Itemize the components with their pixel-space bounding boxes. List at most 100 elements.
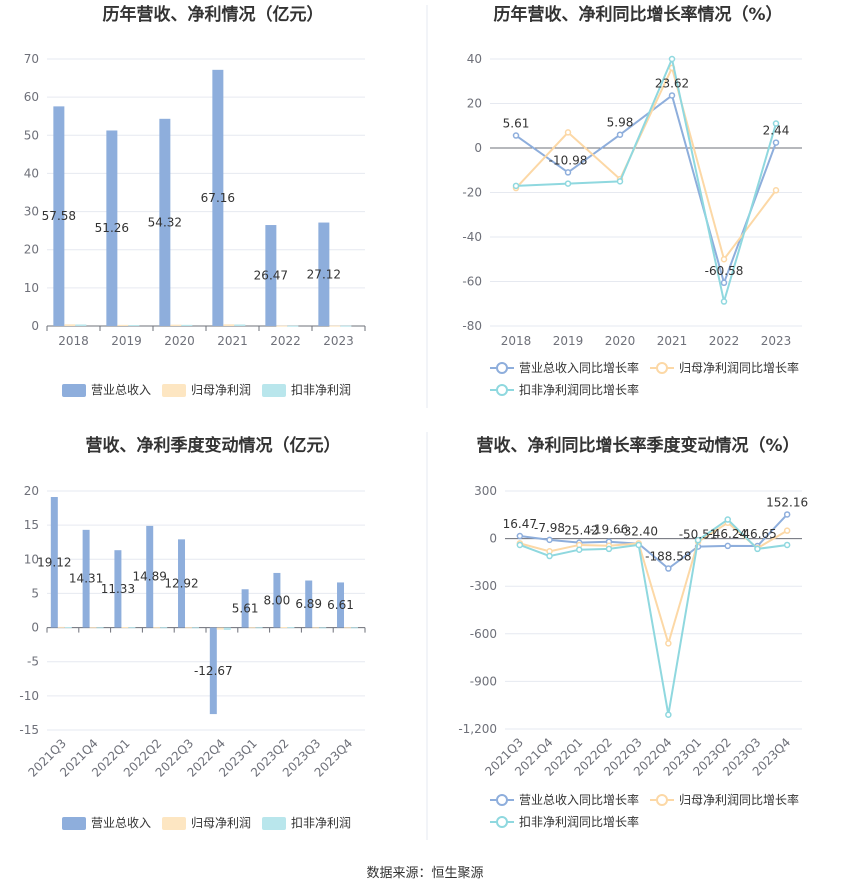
- legend-label: 扣非净利润: [291, 816, 351, 830]
- series-point-1: [724, 542, 731, 550]
- bar-1: [106, 130, 118, 326]
- line-data-label: -50.51: [679, 528, 718, 542]
- y-tick-label: 50: [24, 128, 39, 142]
- legend-swatch-marker: [496, 362, 508, 374]
- x-tick-label: 2018: [58, 334, 89, 348]
- bar-2: [57, 626, 65, 628]
- legend-swatch: [62, 384, 86, 397]
- bar-data-label: 6.61: [327, 598, 354, 612]
- bar-1: [50, 497, 58, 628]
- bar-3: [340, 325, 352, 327]
- chart-panel-2: 历年营收、净利同比增长率情况（%） -80 -60 -40 -20 0 20 40 2018 20…: [462, 4, 802, 397]
- bar-1: [146, 525, 154, 628]
- line-data-label: 23.62: [655, 76, 689, 90]
- bar-3: [287, 627, 295, 629]
- series-point-3: [576, 546, 583, 553]
- series-point-1: [616, 131, 624, 138]
- x-tick-label: 2019: [553, 334, 584, 348]
- line-data-label: 152.16: [766, 495, 808, 509]
- chart-panel-4: 营收、净利同比增长率季度变动情况（%） -1,200 -900 -600 -300 0 30…: [458, 435, 808, 829]
- series-point-1: [665, 565, 672, 572]
- bar-3: [192, 627, 200, 629]
- series-point-1: [720, 279, 728, 287]
- series-point-3: [546, 552, 553, 560]
- line-data-label: 2.44: [763, 124, 790, 138]
- line-data-label: -19.66: [590, 523, 629, 537]
- legend-label: 扣非净利润: [291, 383, 351, 397]
- series-line-1: [519, 513, 788, 570]
- line-data-label: -46.24: [708, 527, 747, 541]
- bar-2: [344, 627, 352, 629]
- line-data-label: -32.40: [619, 525, 658, 539]
- series-point-3: [605, 545, 613, 553]
- series-point-1: [512, 132, 520, 139]
- bar-2: [216, 627, 224, 630]
- legend-swatch: [262, 817, 286, 830]
- y-tick-label: 15: [24, 518, 39, 532]
- bar-2: [312, 627, 320, 629]
- bar-data-label: 57.58: [42, 209, 76, 223]
- bar-data-label: 14.31: [69, 572, 103, 586]
- bar-1: [82, 529, 90, 628]
- chart-panel-1: 历年营收、净利情况（亿元） 0 10 20 30 40 50 60 70 2018 2019 2020…: [24, 4, 366, 397]
- series-point-3: [720, 298, 728, 305]
- series-point-3: [772, 120, 780, 127]
- bar-2: [248, 627, 256, 629]
- legend-label: 扣非净利润同比增长率: [519, 382, 639, 397]
- bar-1: [273, 572, 281, 628]
- legend-label: 扣非净利润同比增长率: [519, 814, 639, 829]
- series-point-3: [724, 516, 731, 523]
- bar-1: [53, 106, 65, 326]
- x-tick-label: 2022: [270, 334, 301, 348]
- bar-3: [351, 627, 359, 629]
- legend-swatch-marker: [496, 816, 508, 828]
- bar-1: [178, 539, 186, 628]
- y-tick-label: 20: [24, 484, 39, 498]
- y-tick-label: 60: [24, 90, 39, 104]
- series-point-1: [516, 532, 524, 540]
- line-data-label: -7.98: [534, 521, 565, 535]
- bar-data-label: 11.33: [101, 582, 135, 596]
- bar-data-label: -12.67: [194, 664, 233, 678]
- bar-data-label: 8.00: [264, 593, 291, 607]
- chart-title: 营收、净利季度变动情况（亿元）: [86, 435, 341, 456]
- legend-label: 归母净利润同比增长率: [679, 792, 799, 807]
- bar-3: [160, 627, 168, 629]
- bar-data-label: 54.32: [148, 215, 182, 229]
- bar-2: [280, 627, 288, 629]
- y-tick-label: 40: [24, 166, 39, 180]
- bar-3: [75, 324, 87, 326]
- line-data-label: -25.42: [560, 524, 599, 538]
- x-tick-label: 2018: [501, 334, 532, 348]
- series-point-3: [635, 541, 642, 549]
- series-point-3: [668, 55, 676, 63]
- y-tick-label: 0: [489, 532, 497, 546]
- bar-data-label: 19.12: [37, 555, 71, 569]
- line-data-label: -60.58: [705, 264, 744, 278]
- series-point-1: [668, 92, 676, 99]
- bar-data-label: 51.26: [95, 221, 129, 235]
- bar-1: [305, 580, 313, 628]
- y-tick-label: 40: [467, 52, 482, 66]
- bar-3: [287, 325, 299, 327]
- series-line-3: [515, 55, 777, 302]
- bar-data-label: 12.92: [164, 576, 198, 590]
- series-point-2: [564, 129, 572, 136]
- y-tick-label: -80: [462, 319, 482, 333]
- series-line-2: [515, 65, 777, 262]
- bar-3: [96, 627, 104, 629]
- bar-1: [265, 225, 277, 326]
- bar-1: [337, 582, 345, 628]
- series-point-3: [564, 180, 572, 187]
- bar-2: [170, 324, 182, 326]
- bar-3: [319, 627, 327, 629]
- legend-swatch: [162, 817, 186, 830]
- bar-2: [121, 627, 129, 629]
- chart-title: 历年营收、净利情况（亿元）: [103, 4, 324, 25]
- x-tick-label: 2020: [605, 334, 636, 348]
- bar-2: [276, 325, 288, 327]
- x-tick-label: 2022: [709, 334, 740, 348]
- series-point-3: [754, 545, 761, 553]
- series-point-3: [665, 711, 672, 718]
